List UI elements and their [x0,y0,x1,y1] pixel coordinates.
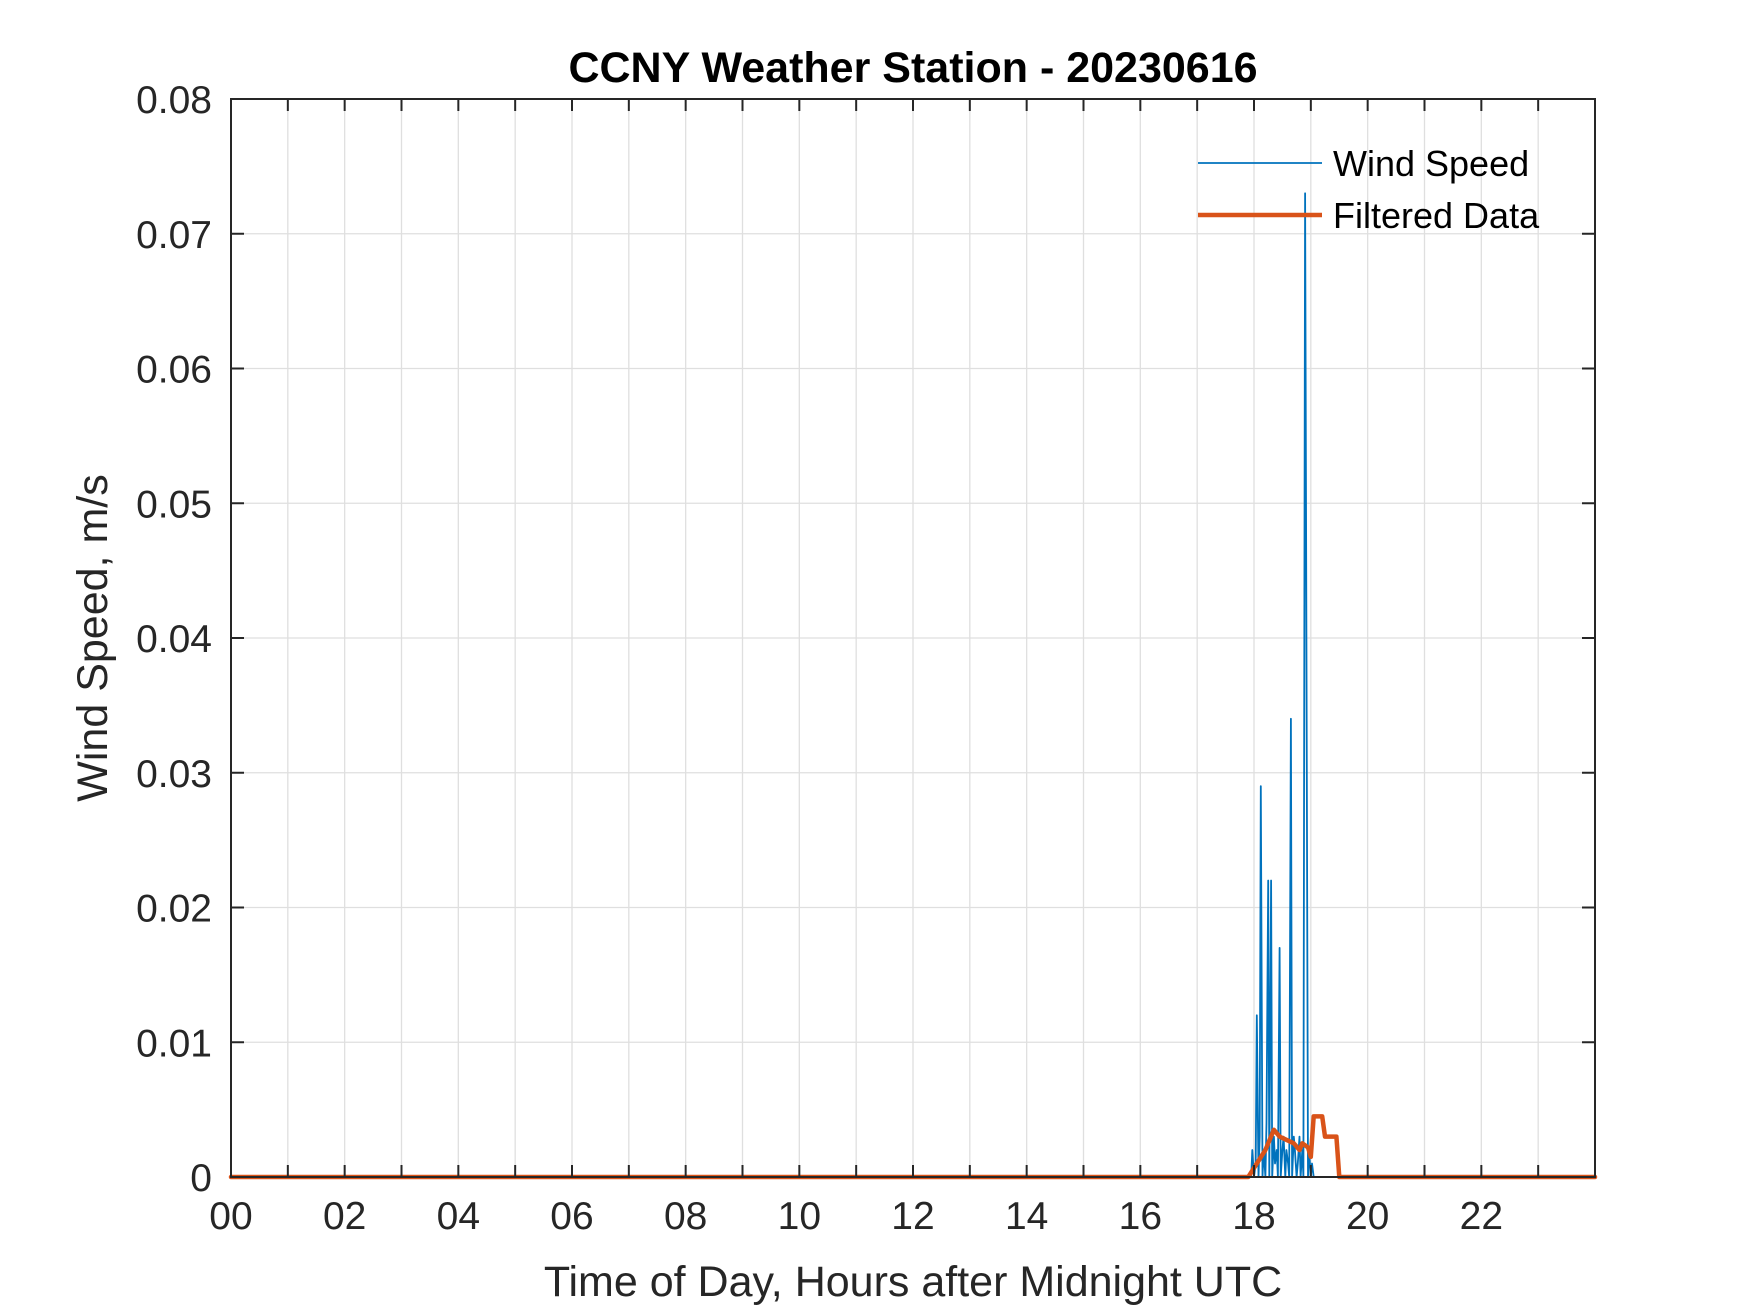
y-tick-label: 0.08 [136,79,212,122]
x-tick-label: 14 [1005,1195,1048,1238]
x-tick-label: 06 [550,1195,593,1238]
legend-label-filtered-data: Filtered Data [1333,195,1540,236]
legend-label-wind-speed: Wind Speed [1333,143,1529,184]
x-tick-label: 00 [209,1195,252,1238]
ticks [231,99,1595,1177]
x-tick-label: 10 [778,1195,821,1238]
grid [231,99,1595,1177]
y-tick-label: 0.04 [136,618,212,661]
x-tick-label: 20 [1346,1195,1389,1238]
x-tick-label: 16 [1119,1195,1162,1238]
y-tick-label: 0.05 [136,483,212,526]
y-tick-label: 0.02 [136,888,212,931]
y-tick-label: 0.03 [136,753,212,796]
series-line-filtered-data [228,1114,1598,1180]
x-tick-label: 04 [437,1195,480,1238]
series-layer [228,192,1598,1180]
x-tick-label: 22 [1460,1195,1503,1238]
tick-labels: 0 0.01 0.02 0.03 0.04 0.05 0.06 0.07 0.08 00 02 04 0… [136,79,1503,1238]
y-tick-label: 0.07 [136,214,212,257]
x-axis-label: Time of Day, Hours after Midnight UTC [544,1258,1282,1306]
x-tick-label: 08 [664,1195,707,1238]
x-tick-label: 18 [1232,1195,1275,1238]
x-tick-label: 02 [323,1195,366,1238]
legend: Wind Speed Filtered Data [1198,143,1540,236]
chart-title: CCNY Weather Station - 20230616 [568,44,1257,92]
x-tick-label: 12 [891,1195,934,1238]
y-axis-label: Wind Speed, m/s [69,474,117,801]
y-tick-label: 0.01 [136,1022,212,1065]
y-tick-label: 0 [190,1157,212,1200]
y-tick-label: 0.06 [136,349,212,392]
